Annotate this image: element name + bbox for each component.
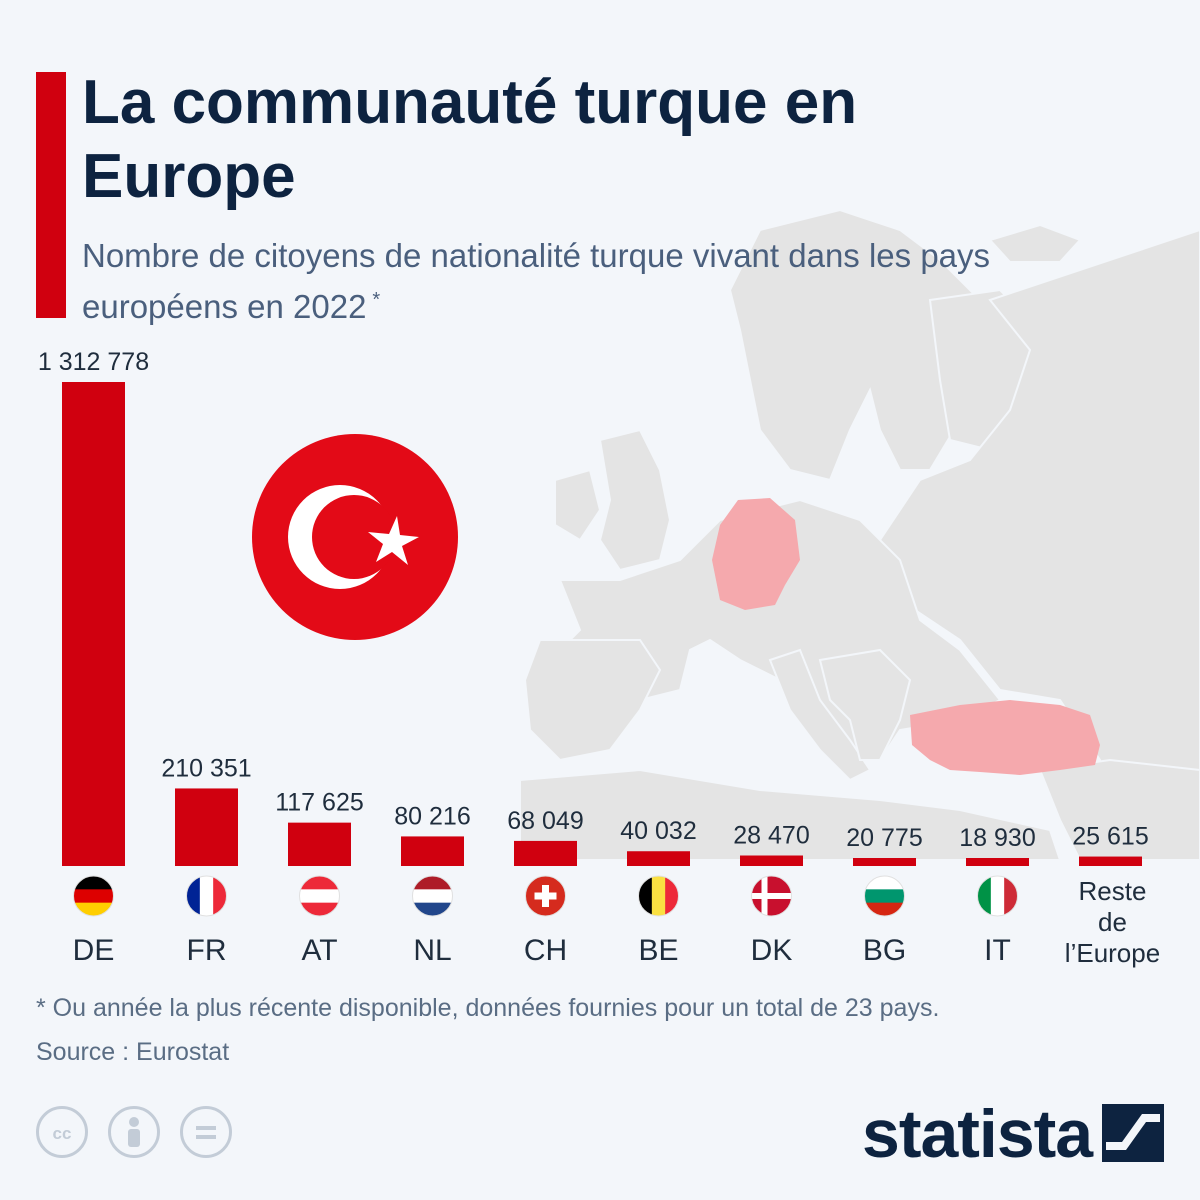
- value-label-reste-de-l-europe: 25 615: [1072, 823, 1148, 851]
- statista-logo-text[interactable]: statista: [862, 1096, 1093, 1172]
- map-ireland: [554, 468, 602, 542]
- statista-logo-icon: [1102, 1104, 1164, 1162]
- flag-fr-icon: [186, 875, 227, 917]
- map-balkans: [818, 648, 912, 761]
- flag-at-icon: [299, 875, 340, 917]
- cc-icon[interactable]: cc: [36, 1106, 88, 1158]
- map-scandinavia: [728, 208, 992, 482]
- map-middle-east: [1038, 758, 1200, 861]
- bar-chart: 1 312 778 DE 210 351 FR 117 625 AT 80 216 NL 68 …: [0, 348, 1200, 980]
- category-label-at: AT: [301, 934, 337, 967]
- value-label-bg: 20 775: [846, 824, 922, 852]
- bar-de: [62, 382, 125, 866]
- value-label-dk: 28 470: [733, 822, 809, 850]
- bar-nl: [401, 836, 464, 866]
- source-text: Source : Eurostat: [36, 1038, 230, 1066]
- value-label-be: 40 032: [620, 817, 696, 845]
- bar-ch: [514, 840, 577, 866]
- page-subtitle: Nombre de citoyens de nationalité turque…: [82, 234, 1002, 329]
- flag-nl-icon: [412, 875, 453, 917]
- svg-text:cc: cc: [53, 1124, 72, 1143]
- footnote: * Ou année la plus récente disponible, d…: [36, 994, 940, 1022]
- map-turkey-highlight: [910, 700, 1100, 775]
- category-label-de: DE: [73, 934, 115, 967]
- category-label-fr: FR: [187, 934, 227, 967]
- value-label-ch: 68 049: [507, 807, 583, 835]
- category-label-nl: NL: [413, 934, 451, 967]
- bar-fr: [175, 788, 238, 866]
- title-accent-bar: [36, 72, 66, 318]
- by-icon[interactable]: [108, 1106, 160, 1158]
- value-label-de: 1 312 778: [38, 348, 149, 376]
- category-label-dk: DK: [751, 934, 793, 967]
- flag-de-icon: [73, 875, 114, 917]
- map-britain: [598, 428, 672, 572]
- category-label-it: IT: [984, 934, 1011, 967]
- map-germany-highlight: [712, 498, 800, 610]
- map-north-africa: [519, 768, 1062, 861]
- bar-dk: [740, 855, 803, 866]
- map-italy: [768, 648, 872, 782]
- flag-bg-icon: [864, 875, 905, 917]
- flag-be-icon: [638, 875, 679, 917]
- page-title: La communauté turque en Europe: [82, 68, 858, 211]
- bar-reste-de-l-europe: [1079, 856, 1142, 866]
- bar-bg: [853, 858, 916, 866]
- bar-at: [288, 822, 351, 866]
- value-label-fr: 210 351: [161, 754, 251, 782]
- category-label-ch: CH: [524, 934, 567, 967]
- bar-be: [627, 851, 690, 866]
- flag-ch-icon: [525, 875, 566, 917]
- category-label-reste-de-l-europe: Reste de l’Europe: [1065, 876, 1160, 968]
- flag-dk-icon: [751, 875, 792, 917]
- chart-baseline-band: [0, 866, 1200, 980]
- category-label-bg: BG: [863, 934, 906, 967]
- subtitle-footnote-marker: *: [372, 289, 381, 311]
- flag-it-icon: [977, 875, 1018, 917]
- nd-icon[interactable]: [180, 1106, 232, 1158]
- bar-it: [966, 858, 1029, 866]
- category-label-be: BE: [638, 934, 678, 967]
- map-iberia: [523, 639, 662, 762]
- value-label-nl: 80 216: [394, 802, 470, 830]
- map-iceland: [988, 223, 1082, 263]
- turkey-flag-icon: [252, 434, 458, 640]
- subtitle-text: Nombre de citoyens de nationalité turque…: [82, 237, 991, 325]
- value-label-at: 117 625: [275, 789, 364, 817]
- value-label-it: 18 930: [959, 824, 1035, 852]
